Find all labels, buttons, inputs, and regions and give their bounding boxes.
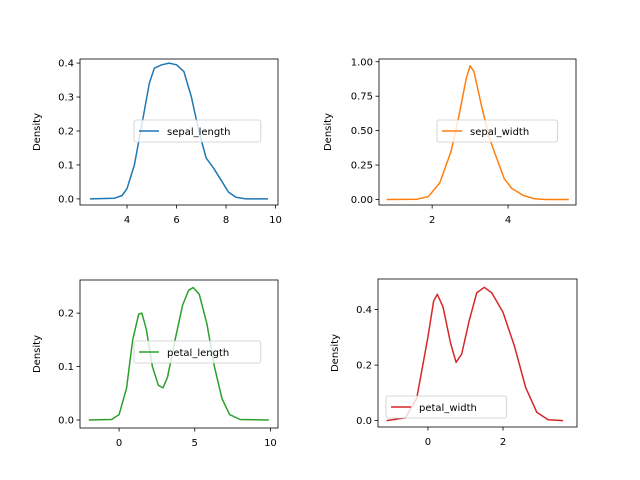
x-tick-label: 0 [116,438,122,449]
x-tick-label: 2 [429,215,435,226]
y-tick-label: 0.00 [351,195,373,206]
subplot-1: 4 6 8 10 0.0 0.1 0.2 0.3 0.4 Density sepal_length [32,59,282,226]
x-tick-label: 6 [173,215,179,226]
y-tick-label: 0.0 [356,416,372,427]
y-tick-label: 0.75 [351,92,373,103]
x-tick-label: 10 [264,438,277,449]
legend: sepal_width [436,119,558,143]
legend-label: petal_length [167,348,229,359]
legend-box [436,119,558,143]
y-axis-label: Density [32,335,43,373]
legend: petal_length [133,340,262,364]
y-tick-label: 0.0 [58,415,74,426]
y-tick-label: 1.00 [351,57,373,68]
x-tick-label: 2 [500,437,506,448]
y-tick-label: 0.4 [58,59,74,70]
y-axis-label: Density [32,113,43,151]
legend-box [133,340,262,364]
density-line-petal_width [386,286,564,422]
y-tick-label: 0.2 [58,126,74,137]
legend: petal_width [385,395,507,419]
legend-box [133,119,262,143]
axes-frame [79,279,279,429]
x-tick-label: 0 [425,437,431,448]
density-line-sepal_length [89,62,269,200]
density-line-sepal_width [386,65,569,201]
x-tick-label: 4 [505,215,511,226]
y-tick-label: 0.2 [58,309,74,320]
legend: sepal_length [133,119,262,143]
x-tick-label: 5 [192,438,198,449]
y-tick-label: 0.25 [351,161,373,172]
density-line-petal_length [88,286,269,421]
legend-label: sepal_width [470,127,529,138]
subplot-4: 0 2 0.0 0.2 0.4 Density petal_width [330,278,578,448]
subplot-3: 0 5 10 0.0 0.1 0.2 Density petal_length [32,279,279,449]
legend-box [385,395,507,419]
x-tick-label: 4 [124,215,130,226]
y-tick-label: 0.3 [58,93,74,104]
y-tick-label: 0.0 [58,194,74,205]
legend-label: sepal_length [167,127,231,138]
y-tick-label: 0.1 [58,160,74,171]
y-tick-label: 0.50 [351,126,373,137]
legend-label: petal_width [419,403,477,414]
y-tick-label: 0.1 [58,362,74,373]
subplot-2: 2 4 0.00 0.25 0.50 0.75 1.00 Density sepal_width [323,57,577,226]
axes-frame [378,58,577,206]
y-tick-label: 0.2 [356,361,372,372]
axes-frame [377,278,578,428]
axes-frame [79,58,279,206]
y-tick-label: 0.4 [356,305,372,316]
y-axis-label: Density [330,334,341,372]
x-tick-label: 8 [223,215,229,226]
x-tick-label: 10 [269,215,282,226]
y-axis-label: Density [323,113,334,151]
